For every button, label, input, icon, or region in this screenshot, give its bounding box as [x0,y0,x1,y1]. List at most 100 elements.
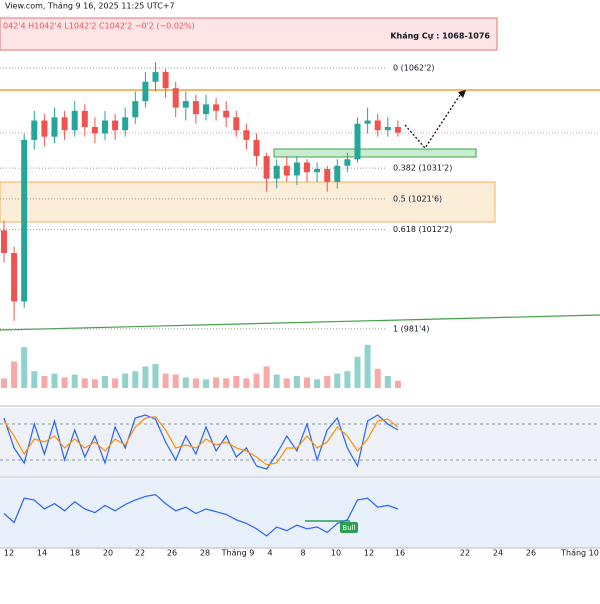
volume-bar [223,378,230,388]
volume-bar [263,366,270,388]
stoch-d-line [3,416,399,466]
volume-bar [324,376,331,388]
volume-bar [152,364,159,388]
candle-body [354,123,361,160]
candle-body [112,120,119,131]
volume-bar [112,378,119,388]
candle-body [384,126,391,131]
x-tick-label: 12 [4,549,14,558]
candle-body [243,130,250,140]
candle-body [71,110,78,131]
ohlc-readout: 042'4 H1042'4 L1042'2 C1042'2 −0'2 (−0.0… [3,22,195,31]
volume-bar [354,356,361,388]
volume-bar [162,373,169,388]
rsi-panel [0,478,600,548]
volume-bar [172,374,179,388]
volume-bar [41,376,48,388]
x-tick-label: 24 [493,549,503,558]
candle-body [91,126,98,134]
candle-body [172,88,179,108]
x-tick-label: 14 [37,549,47,558]
volume-bar [91,379,98,388]
candle-body [1,230,7,253]
volume-bar [31,371,38,388]
volume-bar [364,344,371,388]
x-tick-label: 16 [395,549,405,558]
candle-body [31,120,38,140]
candle-body [324,168,331,182]
candle-body [41,120,48,137]
header-title: View.com, Tháng 9 16, 2025 11:25 UTC+7 [5,2,175,11]
volume-bar [374,368,381,388]
fib-label: 0 (1062'2) [393,64,435,73]
volume-bar [132,371,139,388]
resistance-label: Kháng Cự : 1068-1076 [390,32,490,41]
volume-bar [293,376,300,388]
volume-bar [394,380,401,388]
candle-body [364,120,371,124]
x-tick-label: 26 [167,549,177,558]
projection-arrow [458,90,466,98]
candle-body [122,117,129,131]
candle-body [273,165,280,179]
candle-body [223,110,230,118]
candle-body [11,252,18,302]
candle-body [304,162,310,173]
candle-body [374,120,381,131]
x-tick-label: 12 [364,549,374,558]
volume-bar [344,371,351,388]
volume-bar [253,373,260,388]
candle-body [394,126,401,133]
candle-body [233,117,240,131]
candle-body [213,104,220,111]
volume-bar [71,374,78,388]
x-tick-label: 22 [460,549,470,558]
candle-body [51,117,58,137]
candle-body [283,165,290,176]
fib-label: 1 (981'4) [393,324,429,333]
volume-bar [334,373,341,388]
fib-label: 0.618 (1012'2) [393,225,452,234]
candle-body [102,120,108,134]
stoch-k-line [3,414,399,470]
fib-label: 0.5 (1021'6) [393,194,442,203]
volume-bar [203,379,209,388]
volume-bar [21,347,28,388]
volume-bar [384,376,391,388]
rsi-line [3,493,399,537]
candle-body [344,159,351,166]
volume-bar [61,377,68,388]
volume-bar [213,377,220,388]
volume-bar [304,377,310,388]
x-tick-label: 22 [135,549,145,558]
volume-bar [192,378,199,388]
candle-body [192,101,199,115]
x-tick-label: 26 [526,549,536,558]
volume-bar [1,378,7,388]
candle-body [162,72,169,89]
candle-body [152,72,159,82]
x-tick-label: Tháng 9 [221,549,255,558]
bull-label: Bull [342,524,355,532]
candle-body [253,139,260,157]
resistance-box [0,17,498,51]
candle-body [21,139,28,302]
volume-bar [51,373,58,388]
volume-bar [142,366,149,388]
volume-bar [283,378,290,388]
candle-body [293,162,300,176]
volume-bar [273,374,280,388]
x-tick-label: 18 [70,549,80,558]
volume-bar [81,378,88,388]
volume-bar [182,377,189,388]
volume-bar [233,376,240,388]
x-tick-label: 4 [267,549,272,558]
x-tick-label: Tháng 10 [560,549,599,558]
candle-body [334,165,341,182]
volume-bar [11,361,18,388]
demand-box [273,148,477,158]
candle-body [132,101,139,118]
fib-label: 0.382 (1031'2) [393,164,452,173]
candle-body [263,156,270,179]
